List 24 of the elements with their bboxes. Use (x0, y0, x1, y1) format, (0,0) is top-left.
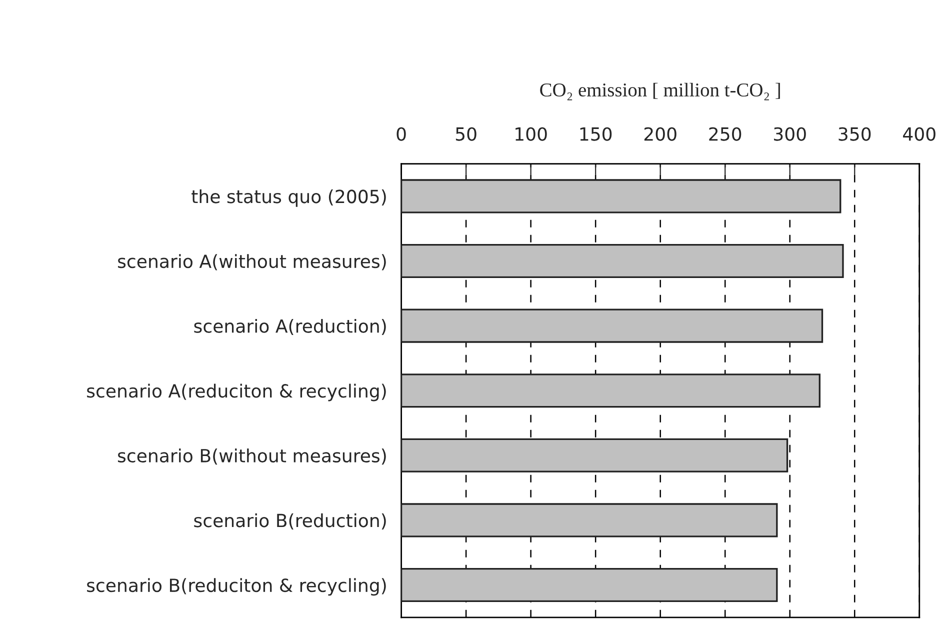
x-tick-label: 400 (903, 127, 936, 141)
y-tick-label: scenario B(reduction) (194, 513, 386, 530)
x-tick-label: 150 (580, 127, 612, 141)
bar (401, 179, 842, 214)
x-tick-label: 250 (709, 127, 742, 141)
x-tick-label: 0 (396, 127, 406, 141)
x-tick-label: 300 (774, 127, 806, 141)
bar (401, 438, 788, 472)
x-tick-label: 50 (456, 127, 476, 141)
y-tick-label: scenario A(without measures) (118, 254, 386, 270)
y-tick-label: the status quo (2005) (192, 189, 386, 207)
x-tick-label: 200 (644, 127, 676, 141)
y-tick-label: scenario B(reduciton & recycling) (87, 578, 386, 596)
y-tick-label: scenario A(reduction) (194, 318, 386, 336)
x-axis-title: CO₂ emission [ million t-CO₂ ] (540, 82, 780, 100)
bar (401, 374, 820, 408)
bar (401, 503, 778, 538)
y-tick-label: scenario B(without measures) (118, 448, 386, 465)
bar (401, 244, 844, 278)
x-tick-label: 350 (838, 127, 871, 141)
bar (401, 308, 824, 343)
x-tick-label: 100 (516, 127, 547, 141)
y-tick-label: scenario A(reduciton & recycling) (87, 384, 386, 402)
bar (401, 568, 778, 602)
